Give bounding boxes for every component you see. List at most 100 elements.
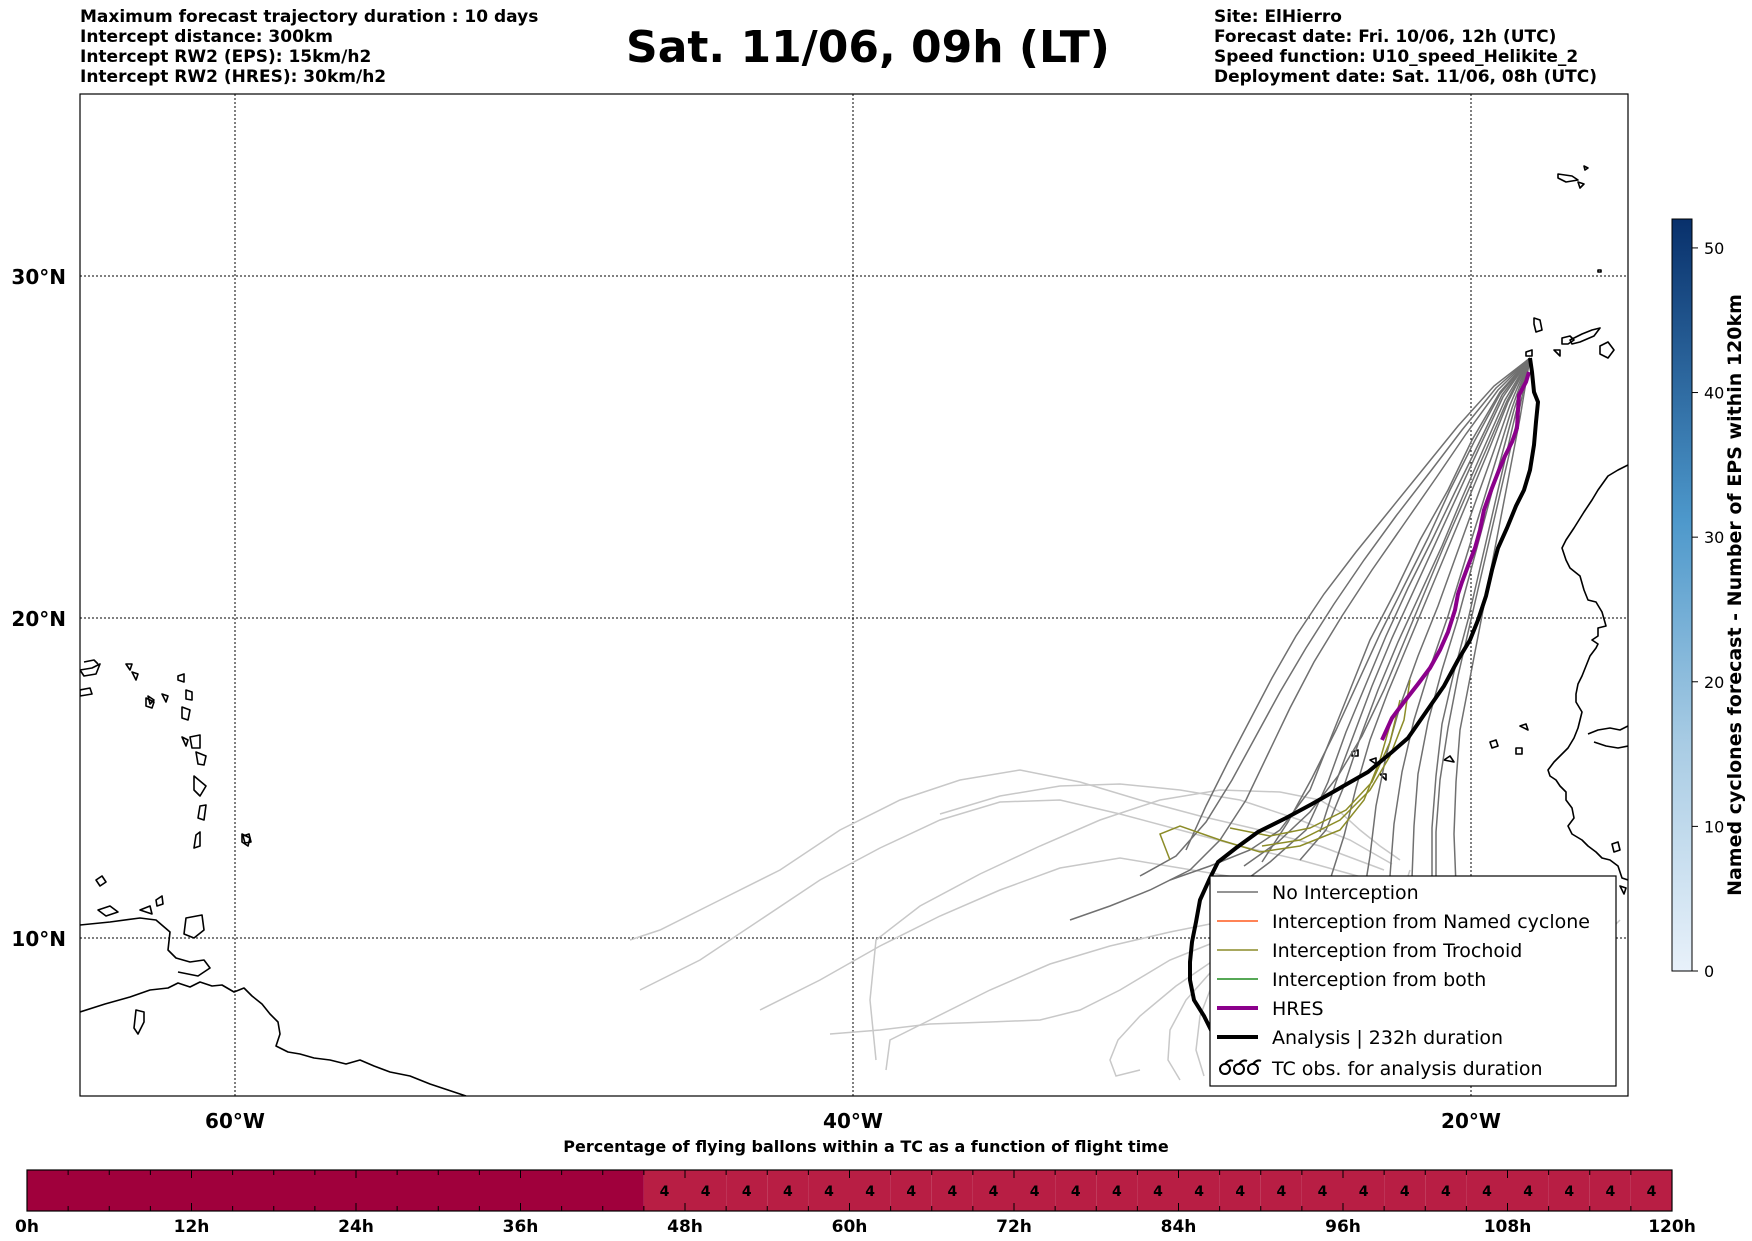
timeline-cell (1384, 1170, 1426, 1211)
island (80, 687, 93, 697)
colorbar-ticks: 0 10 20 30 40 50 (1692, 239, 1724, 981)
lon-label: 20°W (1441, 1109, 1501, 1133)
trajectory-line (1329, 357, 1531, 881)
island (185, 689, 193, 701)
trajectory-line (1229, 699, 1401, 837)
colorbar-tick-label: 30 (1704, 528, 1724, 547)
timeline-cell-value: 4 (701, 1184, 711, 1200)
timeline-cell (1589, 1170, 1631, 1211)
timeline-cell (1178, 1170, 1220, 1211)
legend-label: Interception from Trochoid (1272, 940, 1522, 962)
map-legend: No Interception Interception from Named … (1209, 875, 1617, 1087)
island (193, 775, 207, 797)
coastlines (80, 165, 1628, 1096)
island (181, 736, 189, 747)
island-canary (1553, 349, 1561, 357)
island (197, 804, 207, 821)
island-cape-verde (1443, 755, 1455, 763)
timeline-cells: 4 4 4 4 4 4 4 4 4 4 4 4 4 4 4 4 4 4 4 4 4 4 4 4 4 (27, 1170, 1672, 1211)
island (241, 833, 251, 847)
coastline-south-america (80, 981, 467, 1096)
timeline-cell-value: 4 (865, 1184, 875, 1200)
timeline-tick-label: 72h (996, 1217, 1032, 1237)
trajectory-line (1069, 357, 1531, 921)
legend-label: Interception from both (1272, 969, 1486, 991)
island (181, 706, 191, 721)
trajectory-line (869, 789, 1401, 1061)
island (97, 905, 119, 917)
island (95, 875, 107, 887)
island-cape-verde (1515, 747, 1523, 755)
timeline-tick-label: 12h (174, 1217, 210, 1237)
legend-label: HRES (1272, 998, 1324, 1020)
island-canary (1525, 349, 1533, 357)
coastline-paria (80, 917, 211, 977)
trajectory-line (1185, 357, 1531, 851)
timeline-cell-value: 4 (1523, 1184, 1533, 1200)
island-azores (1577, 181, 1585, 189)
island (145, 697, 155, 709)
timeline-tick-label: 60h (832, 1217, 868, 1237)
timeline-cell-value: 4 (947, 1184, 957, 1200)
island (242, 833, 252, 844)
timeline-cell (1507, 1170, 1549, 1211)
timeline-cell (685, 1170, 727, 1211)
island-canary (1569, 327, 1601, 345)
timeline-cell-value: 4 (1564, 1184, 1574, 1200)
timeline-cell-value: 4 (742, 1184, 752, 1200)
timeline-cell-value: 4 (1153, 1184, 1163, 1200)
trajectory-line (1159, 717, 1393, 861)
trajectory-line (1435, 357, 1531, 882)
timeline-cell-value: 4 (1318, 1184, 1328, 1200)
lat-label: 20°N (11, 607, 66, 631)
colorbar-tick-label: 0 (1704, 962, 1714, 981)
trajectory-line (1389, 357, 1531, 877)
timeline-tick-label: 0h (15, 1217, 39, 1237)
timeline-cell-value: 4 (1112, 1184, 1122, 1200)
trajectory-line (1169, 357, 1531, 881)
timeline-cell-value: 4 (1441, 1184, 1451, 1200)
trajectory-line (1453, 357, 1531, 887)
info-line: Intercept RW2 (HRES): 30km/h2 (80, 67, 387, 87)
timeline-cell (726, 1170, 768, 1211)
island (131, 671, 139, 681)
timeline-full-segment (27, 1170, 644, 1211)
timeline-cell (1343, 1170, 1385, 1211)
timeline-cell-value: 4 (1400, 1184, 1410, 1200)
timeline-cell (890, 1170, 932, 1211)
timeline-cell-value: 4 (906, 1184, 916, 1200)
island (80, 663, 101, 677)
island (189, 734, 201, 749)
trajectories-trochoid (1159, 679, 1411, 861)
info-line: Deployment date: Sat. 11/06, 08h (UTC) (1214, 67, 1598, 87)
timeline-cell (1548, 1170, 1590, 1211)
legend-label: No Interception (1272, 882, 1419, 904)
legend-label: TC obs. for analysis duration (1271, 1058, 1543, 1080)
analysis-trajectory (1188, 357, 1541, 1053)
island-bijagos (1611, 841, 1621, 853)
info-line: Forecast date: Fri. 10/06, 12h (UTC) (1214, 27, 1557, 47)
colorbar-tick-label: 20 (1704, 673, 1724, 692)
island (177, 673, 185, 683)
timeline-cell (1425, 1170, 1467, 1211)
timeline-cell-value: 4 (1030, 1184, 1040, 1200)
timeline-tick-label: 48h (667, 1217, 703, 1237)
timeline-cell-value: 4 (660, 1184, 670, 1200)
timeline-cell-value: 4 (1194, 1184, 1204, 1200)
flight-time-bar: Percentage of flying ballons within a TC… (15, 1137, 1696, 1237)
island-cape-verde (1369, 757, 1377, 765)
trajectory-line (1261, 679, 1411, 847)
island-azores (1557, 173, 1579, 183)
lat-label: 10°N (11, 927, 66, 951)
timeline-tick-label: 108h (1484, 1217, 1532, 1237)
island (195, 751, 207, 766)
island-canary (1599, 341, 1615, 359)
colorbar-tick-label: 40 (1704, 384, 1724, 403)
timeline-cell-value: 4 (1482, 1184, 1492, 1200)
timeline-cell (1466, 1170, 1508, 1211)
trajectory-line (1411, 357, 1531, 879)
legend-box (1209, 875, 1617, 1087)
colorbar-tick-label: 50 (1704, 239, 1724, 258)
hres-trajectory (1380, 371, 1531, 741)
colorbar-tick-label: 10 (1704, 817, 1724, 836)
